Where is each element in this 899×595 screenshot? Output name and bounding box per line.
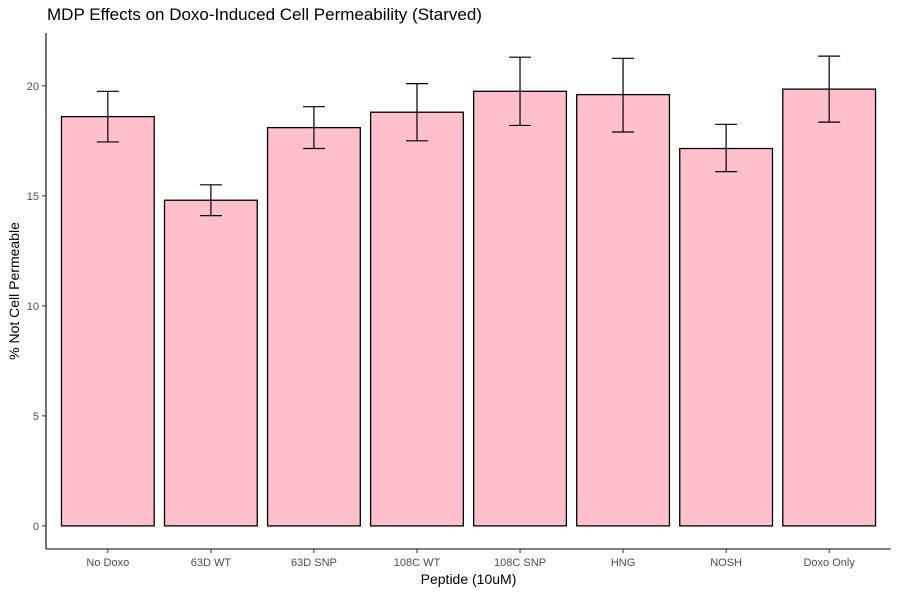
y-tick-label: 5 <box>33 411 39 423</box>
error-bars-layer <box>96 55 841 217</box>
y-tick-label: 0 <box>33 521 39 533</box>
bar <box>782 88 877 527</box>
y-ticks-layer: 0 5 10 15 20 <box>27 81 46 533</box>
bar <box>163 199 258 527</box>
x-tick-label: 108C WT <box>394 557 441 569</box>
x-tick-label: 63D SNP <box>291 557 337 569</box>
x-tick-label: 108C SNP <box>494 557 546 569</box>
bar <box>576 93 671 527</box>
bar <box>60 115 155 527</box>
y-tick-label: 20 <box>27 81 39 93</box>
bar <box>266 126 361 527</box>
x-ticks-layer: No Doxo 63D WT 63D SNP 108C WT 108C SNP HNG NO… <box>86 549 855 569</box>
y-axis-title: % Not Cell Permeable <box>6 222 22 360</box>
x-tick-label: No Doxo <box>86 557 129 569</box>
bar <box>369 111 464 527</box>
bars-layer <box>60 88 877 527</box>
x-tick-label: HNG <box>611 557 635 569</box>
x-tick-label: Doxo Only <box>803 557 855 569</box>
x-tick-label: 63D WT <box>191 557 232 569</box>
x-tick-label: NOSH <box>710 557 742 569</box>
y-tick-label: 10 <box>27 301 39 313</box>
bar <box>679 147 774 527</box>
y-tick-label: 15 <box>27 191 39 203</box>
bar <box>472 90 568 527</box>
chart-title: MDP Effects on Doxo-Induced Cell Permeab… <box>47 5 482 24</box>
x-axis-title: Peptide (10uM) <box>421 571 517 587</box>
